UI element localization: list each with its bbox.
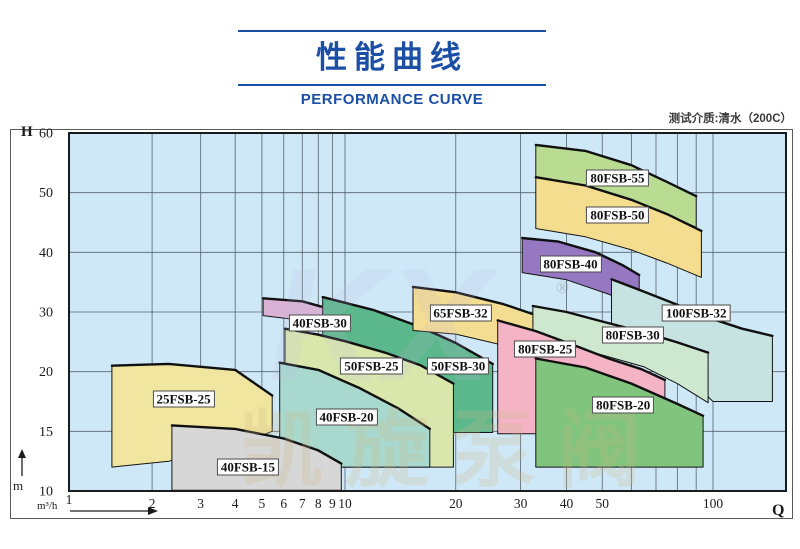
plot-border (68, 132, 787, 492)
region-top-curve-80FSB-55 (534, 143, 698, 198)
x-axis-arrow-icon (148, 507, 158, 515)
x-tick-label: 9 (329, 496, 336, 511)
x-tick-label: 50 (595, 496, 609, 511)
x-tick-label: 20 (449, 496, 463, 511)
region-top-curve-80FSB-25 (496, 319, 667, 382)
x-tick-label: 4 (232, 496, 239, 511)
title-rule-top (238, 30, 546, 32)
region-top-curve-40FSB-20 (278, 361, 431, 431)
x-axis-title: Q (772, 502, 785, 519)
figure-frame (10, 129, 793, 519)
x-tick-label: 6 (280, 496, 287, 511)
region-top-curve-80FSB-20 (534, 357, 705, 417)
test-medium-note: 测试介质:清水（200C） (668, 113, 792, 125)
x-tick-label: 30 (514, 496, 528, 511)
x-tick-label: 7 (299, 496, 306, 511)
y-tick-label: 20 (39, 365, 53, 380)
x-tick-label: 8 (315, 496, 322, 511)
y-axis-title: H (21, 124, 33, 140)
x-tick-label: 2 (149, 496, 156, 511)
x-tick-label: 100 (703, 496, 724, 511)
region-top-curve-25FSB-25 (110, 362, 274, 397)
y-tick-label: 60 (39, 127, 53, 142)
x-tick-label: 10 (338, 496, 352, 511)
region-top-curve-40FSB-15 (170, 424, 343, 465)
y-tick-label: 30 (39, 306, 53, 321)
y-tick-label: 15 (39, 425, 53, 440)
y-tick-label: 40 (39, 246, 53, 261)
y-tick-label: 50 (39, 186, 53, 201)
x-axis-unit: m³/h (37, 500, 58, 512)
region-top-curve-80FSB-40 (521, 236, 641, 277)
x-tick-label: 40 (560, 496, 574, 511)
figure-header: 性能曲线 PERFORMANCE CURVE (238, 30, 546, 108)
page-title: 性能曲线 (316, 40, 468, 75)
title-rule-bottom (238, 84, 546, 86)
x-tick-label: 1 (66, 492, 73, 507)
y-axis-unit: m (13, 478, 24, 493)
y-axis-arrow-icon (18, 449, 26, 458)
page-subtitle: PERFORMANCE CURVE (300, 91, 484, 108)
x-tick-label: 3 (197, 496, 204, 511)
region-top-curve-50FSB-25 (283, 327, 455, 385)
region-top-curve-80FSB-50 (534, 175, 703, 233)
x-tick-label: 5 (259, 496, 266, 511)
y-tick-label: 10 (39, 485, 53, 500)
